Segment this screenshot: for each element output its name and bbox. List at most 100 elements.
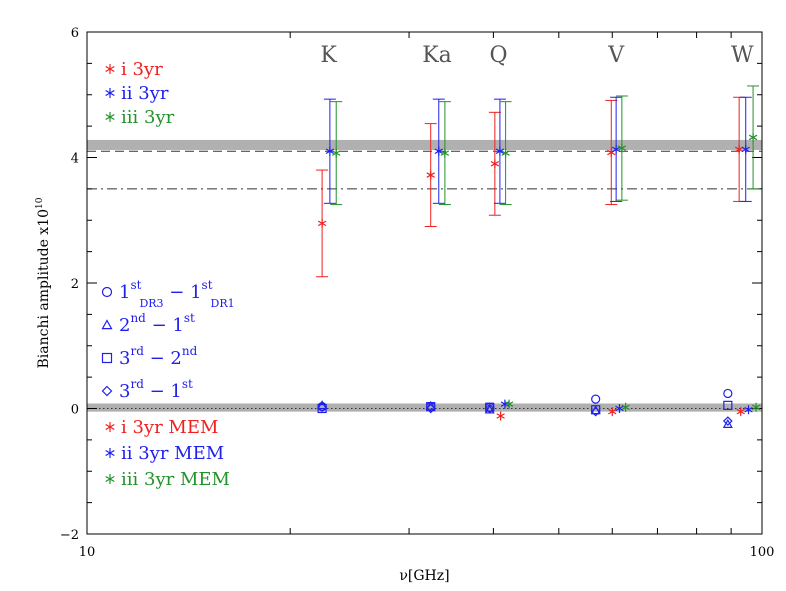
asterisk-stroke bbox=[751, 404, 761, 411]
data-point bbox=[434, 146, 443, 156]
data-point bbox=[722, 418, 733, 428]
y-axis-label-exponent: 10 bbox=[35, 197, 45, 209]
data-point bbox=[723, 388, 733, 399]
data-point bbox=[325, 146, 335, 156]
y-tick-label: −2 bbox=[60, 528, 79, 543]
legend-text-part: nd bbox=[182, 344, 198, 358]
legend-marker bbox=[105, 474, 115, 484]
x-tick-label: 100 bbox=[750, 545, 775, 560]
legend-text-part: st bbox=[130, 278, 141, 292]
legend-text-part: − bbox=[144, 348, 171, 369]
data-point bbox=[504, 399, 514, 409]
asterisk-stroke bbox=[426, 172, 435, 178]
y-tick-label: 4 bbox=[71, 152, 79, 167]
asterisk-stroke bbox=[105, 423, 115, 431]
data-point bbox=[722, 416, 733, 426]
legend-text-part: 1 bbox=[190, 282, 201, 303]
legend-marker bbox=[101, 319, 113, 330]
reference-lines bbox=[87, 150, 762, 409]
data-point bbox=[332, 148, 341, 158]
shaded-bands bbox=[87, 139, 762, 412]
legend-marker bbox=[105, 88, 115, 98]
data-point bbox=[485, 402, 495, 412]
legend-entry: i 3yr bbox=[121, 59, 163, 80]
legend-text-part: st bbox=[182, 377, 193, 391]
x-axis-label: ν[GHz] bbox=[399, 568, 449, 584]
legend-marker bbox=[101, 385, 113, 397]
legend-entry: 3rd − 2nd bbox=[119, 344, 198, 369]
legend-text-part: 3 bbox=[119, 381, 130, 402]
y-axis-label: Bianchi amplitude x1010 bbox=[35, 197, 52, 368]
asterisk-stroke bbox=[621, 404, 630, 411]
asterisk-stroke bbox=[105, 89, 115, 97]
data-point bbox=[751, 402, 761, 412]
legend-entry: 2nd − 1st bbox=[119, 311, 195, 336]
asterisk-stroke bbox=[736, 408, 745, 415]
y-tick-label: 6 bbox=[71, 26, 79, 41]
legend-text-part: rd bbox=[130, 377, 144, 391]
data-point bbox=[617, 143, 627, 153]
asterisk-stroke bbox=[105, 113, 115, 121]
shaded-band bbox=[87, 139, 762, 150]
legend-entry: 1st DR3 − 1st DR1 bbox=[119, 278, 235, 310]
asterisk-stroke bbox=[611, 146, 621, 153]
band-label: K bbox=[320, 43, 337, 68]
legend-text-part: 2 bbox=[170, 348, 181, 369]
band-labels: K Ka Q V W bbox=[320, 43, 754, 68]
asterisk-stroke bbox=[105, 65, 115, 73]
data-point bbox=[490, 159, 500, 169]
legend-text-part: nd bbox=[130, 311, 146, 325]
band-label: Q bbox=[489, 43, 507, 68]
data-point bbox=[440, 148, 450, 158]
error-bars bbox=[316, 85, 760, 278]
y-tick-label: 0 bbox=[71, 403, 79, 418]
asterisk-stroke bbox=[617, 145, 627, 151]
data-point bbox=[425, 403, 436, 414]
asterisk-stroke bbox=[105, 449, 115, 457]
asterisk-stroke bbox=[501, 150, 510, 156]
data-point bbox=[501, 148, 510, 158]
data-point bbox=[495, 146, 505, 156]
data-point bbox=[590, 406, 601, 417]
asterisk-stroke bbox=[741, 146, 750, 153]
legend-entry: iii 3yr MEM bbox=[121, 469, 230, 490]
asterisk-stroke bbox=[748, 134, 758, 141]
band-label: Ka bbox=[422, 43, 452, 68]
legend-text-part: 1 bbox=[170, 381, 181, 402]
band-label: W bbox=[731, 43, 754, 68]
legend-marker bbox=[105, 448, 115, 458]
legend-entry: 3rd − 1st bbox=[119, 377, 193, 402]
x-tick-label: 10 bbox=[79, 545, 96, 560]
legend-marker bbox=[105, 64, 115, 74]
legend-marker bbox=[101, 286, 113, 298]
data-point bbox=[496, 411, 505, 421]
data-point bbox=[744, 405, 753, 415]
data-point bbox=[425, 400, 436, 410]
legend-text-part: 1 bbox=[119, 282, 130, 303]
asterisk-stroke bbox=[105, 475, 115, 483]
asterisk-stroke bbox=[332, 150, 341, 156]
data-point bbox=[615, 404, 624, 413]
asterisk-stroke bbox=[734, 146, 744, 153]
data-point bbox=[484, 403, 495, 414]
legend-text-part: − bbox=[144, 381, 171, 402]
asterisk-stroke bbox=[744, 406, 753, 413]
legend-text-part: rd bbox=[130, 344, 144, 358]
data-point bbox=[426, 402, 436, 412]
y-tick-label: 2 bbox=[71, 277, 79, 292]
asterisk-stroke bbox=[495, 148, 505, 154]
data-point bbox=[736, 407, 745, 417]
data-point bbox=[723, 400, 733, 410]
legend-entry: i 3yr MEM bbox=[121, 417, 218, 438]
data-point bbox=[611, 144, 621, 154]
legend-text-part: 1 bbox=[172, 315, 183, 336]
legend-marker bbox=[105, 422, 115, 432]
legend-marker bbox=[105, 112, 115, 122]
legend-text-part: st bbox=[202, 278, 213, 292]
legend-marker bbox=[101, 352, 113, 364]
legend-text-part: − bbox=[164, 282, 191, 303]
asterisk-stroke bbox=[325, 148, 335, 154]
